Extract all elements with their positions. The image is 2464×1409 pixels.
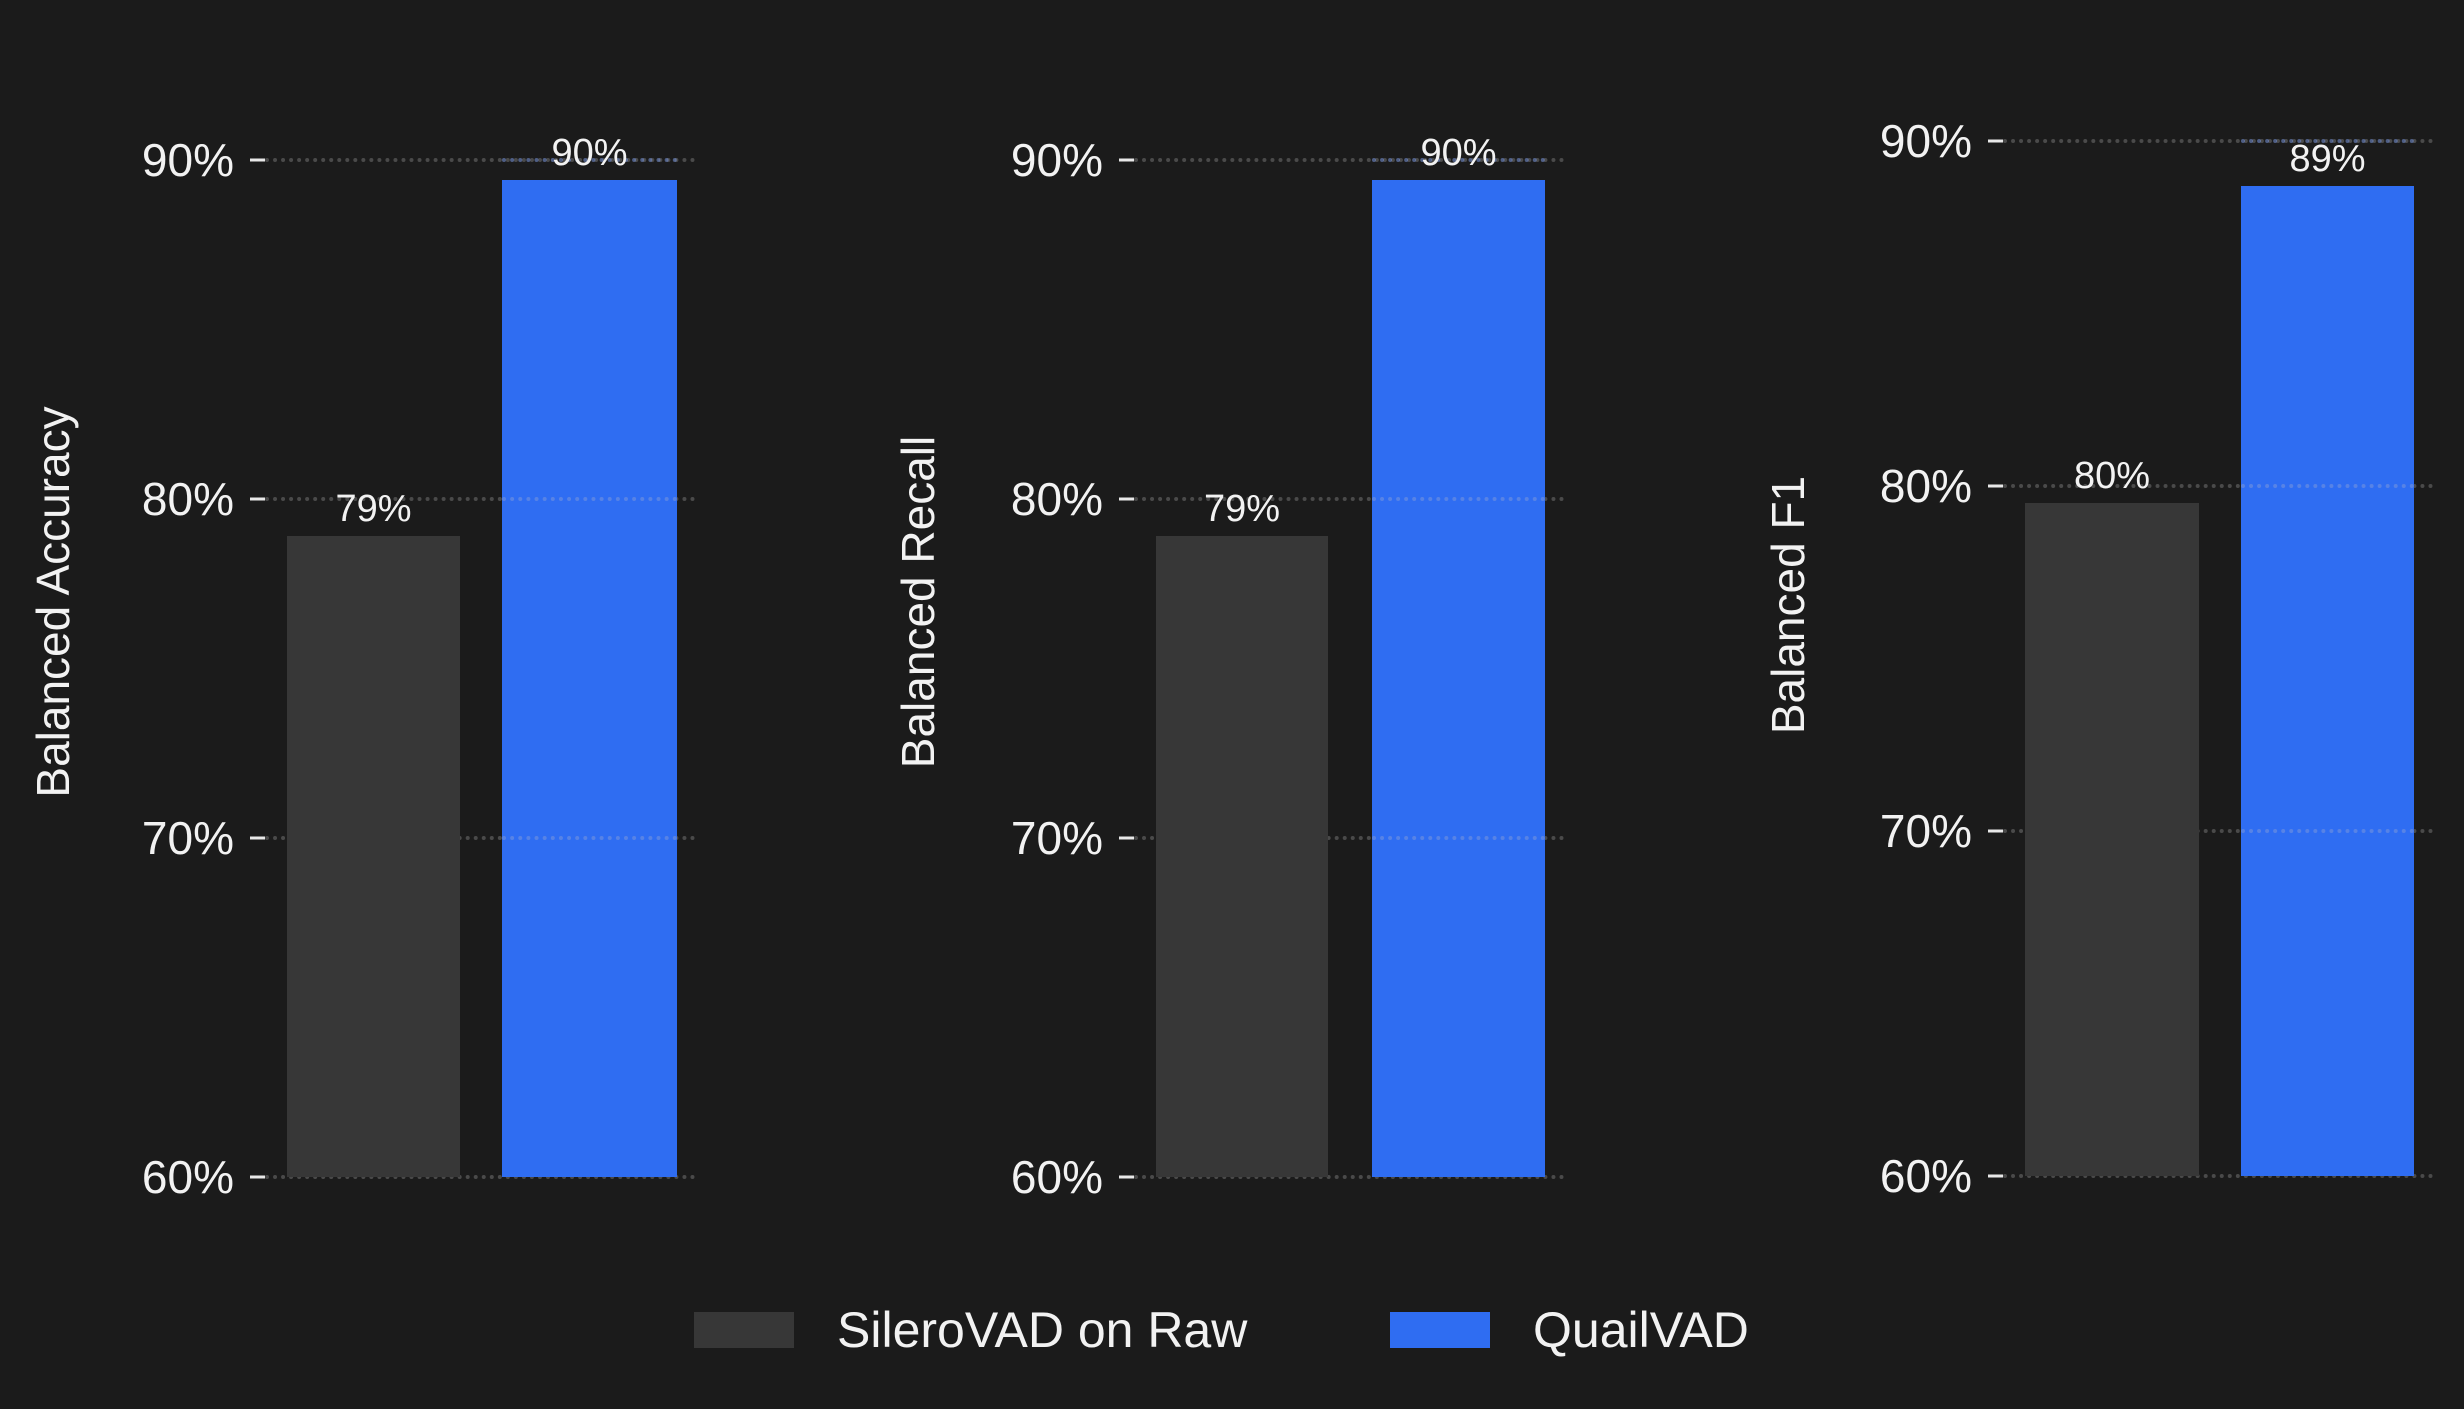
bar-silero — [287, 536, 460, 1177]
y-axis-label: Balanced Recall — [892, 435, 944, 769]
y-tick-label: 90% — [1010, 134, 1103, 186]
gridline — [1134, 1175, 1564, 1179]
y-tick-mark — [1119, 158, 1134, 162]
legend-swatch-quail — [1390, 1312, 1490, 1348]
y-axis-label: Balanced F1 — [1762, 475, 1814, 735]
gridline-overlay — [2241, 829, 2414, 833]
gridline-overlay — [2241, 484, 2414, 488]
bar-value-label: 79% — [1203, 488, 1281, 531]
bar-value-label: 89% — [2289, 137, 2366, 180]
y-tick-mark — [1119, 836, 1134, 840]
bar-value-label: 90% — [1420, 132, 1497, 175]
y-tick-label: 80% — [1010, 473, 1103, 525]
gridline-overlay — [502, 497, 677, 501]
y-tick-label: 90% — [1879, 115, 1972, 167]
y-tick-mark — [250, 497, 265, 501]
gridline-overlay — [1372, 497, 1545, 501]
y-tick-mark — [250, 836, 265, 840]
y-tick-label: 70% — [1879, 805, 1972, 857]
y-tick-mark — [1988, 139, 2003, 143]
y-tick-label: 80% — [141, 473, 234, 525]
bar-silero — [2025, 503, 2199, 1176]
y-tick-mark — [1988, 1174, 2003, 1178]
y-tick-label: 60% — [1010, 1151, 1103, 1203]
gridline-overlay — [1372, 158, 1545, 162]
legend-label-quail: QuailVAD — [1533, 1302, 1749, 1358]
y-tick-mark — [1119, 1175, 1134, 1179]
y-tick-label: 70% — [1010, 812, 1103, 864]
bar-quail — [1372, 180, 1545, 1177]
gridline — [1134, 497, 1564, 501]
gridline-overlay — [502, 836, 677, 840]
y-tick-mark — [250, 1175, 265, 1179]
y-tick-mark — [1119, 497, 1134, 501]
y-tick-label: 60% — [1879, 1150, 1972, 1202]
gridline — [265, 158, 695, 162]
y-tick-label: 60% — [141, 1151, 234, 1203]
bar-value-label: 90% — [551, 132, 628, 175]
bar-quail — [502, 180, 677, 1177]
gridline — [265, 497, 695, 501]
y-tick-mark — [250, 158, 265, 162]
gridline — [2003, 484, 2433, 488]
bar-value-label: 80% — [2073, 455, 2151, 498]
y-axis-label: Balanced Accuracy — [27, 406, 79, 798]
gridline — [2003, 829, 2433, 833]
gridline — [2003, 139, 2433, 143]
legend-label-silero: SileroVAD on Raw — [837, 1302, 1248, 1358]
gridline — [265, 836, 695, 840]
bar-silero — [1156, 536, 1328, 1177]
gridline — [2003, 1174, 2433, 1178]
y-tick-label: 70% — [141, 812, 234, 864]
gridline-overlay — [2241, 139, 2414, 143]
y-tick-label: 90% — [141, 134, 234, 186]
bar-quail — [2241, 185, 2414, 1176]
gridline — [265, 1175, 695, 1179]
legend-swatch-silero — [694, 1312, 794, 1348]
gridline-overlay — [1372, 836, 1545, 840]
y-tick-mark — [1988, 829, 2003, 833]
gridline — [1134, 836, 1564, 840]
y-tick-label: 80% — [1879, 460, 1972, 512]
y-tick-mark — [1988, 484, 2003, 488]
gridline-overlay — [502, 158, 677, 162]
bar-value-label: 79% — [335, 488, 412, 531]
gridline — [1134, 158, 1564, 162]
